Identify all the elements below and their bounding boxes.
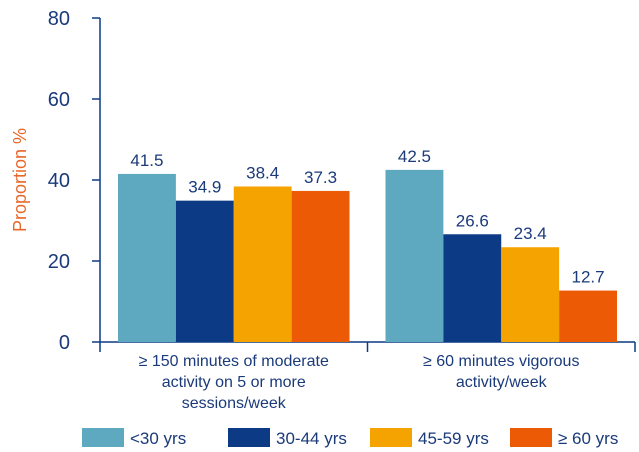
y-tick-label: 40 (48, 170, 70, 192)
legend-swatch (82, 428, 124, 447)
bars (118, 169, 617, 342)
category-label-line: activity on 5 or more (162, 374, 306, 391)
legend-label: <30 yrs (130, 429, 186, 448)
bar-value-label: 12.7 (572, 268, 605, 287)
bar-value-label: 38.4 (246, 163, 279, 182)
legend-label: ≥ 60 yrs (558, 429, 618, 448)
y-tick-label: 60 (48, 89, 70, 111)
bar (233, 186, 292, 342)
category-label-line: sessions/week (182, 395, 287, 412)
category-label-line: ≥ 150 minutes of moderate (139, 353, 329, 370)
y-axis: 0 20 40 60 80 (48, 8, 101, 354)
bar-value-label: 41.5 (130, 151, 163, 170)
bar (501, 247, 560, 342)
legend-swatch (370, 428, 412, 447)
bar (385, 169, 444, 342)
bar (118, 173, 176, 342)
bar (175, 200, 234, 342)
category-label-line: ≥ 60 minutes vigorous (423, 353, 579, 370)
legend-swatch (510, 428, 552, 447)
y-tick-label: 80 (48, 8, 70, 30)
bar (443, 234, 502, 342)
category-label: ≥ 150 minutes of moderate activity on 5 o… (139, 353, 329, 412)
legend-swatch (228, 428, 270, 447)
bar-value-label: 23.4 (514, 224, 547, 243)
bar-value-label: 26.6 (456, 211, 489, 230)
category-label: ≥ 60 minutes vigorous activity/week (423, 353, 579, 391)
y-tick-label: 20 (48, 251, 70, 273)
bar-value-label: 42.5 (398, 147, 431, 166)
bar-value-label: 37.3 (304, 168, 337, 187)
legend-label: 30-44 yrs (276, 429, 347, 448)
y-tick-label: 0 (59, 332, 70, 354)
y-axis-label: Proportion % (10, 128, 30, 232)
category-label-line: activity/week (456, 374, 548, 391)
legend-label: 45-59 yrs (418, 429, 489, 448)
x-axis (99, 341, 636, 352)
value-labels: 41.5 34.9 38.4 37.3 42.5 26.6 23.4 12.7 (130, 147, 604, 287)
category-labels: ≥ 150 minutes of moderate activity on 5 o… (139, 353, 580, 412)
bar (291, 190, 350, 342)
bar-value-label: 34.9 (188, 178, 221, 197)
legend: <30 yrs 30-44 yrs 45-59 yrs ≥ 60 yrs (82, 428, 618, 448)
bar (559, 290, 617, 342)
